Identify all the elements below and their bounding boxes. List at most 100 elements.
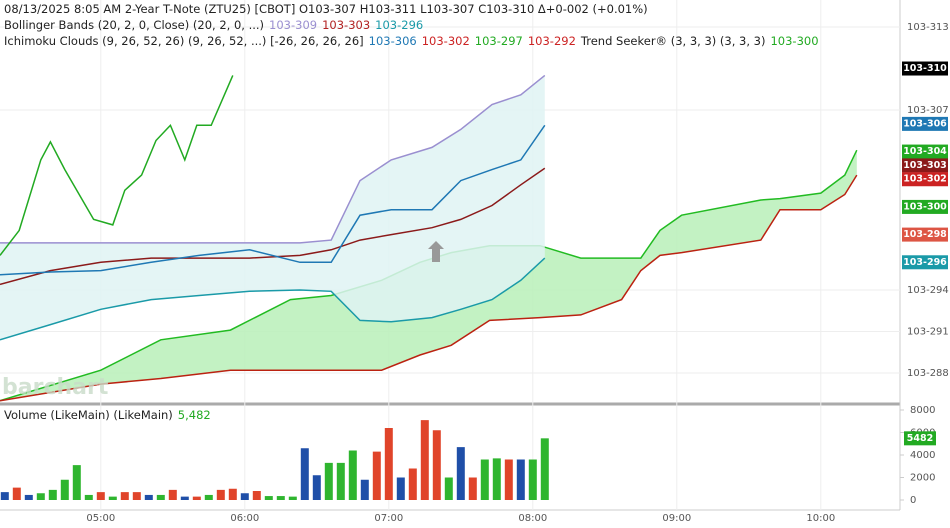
volume-bar [528,459,537,500]
x-tick-label: 08:00 [518,513,547,524]
legend-text: 103-296 [375,18,424,32]
volume-bar [420,420,429,500]
indicator-line [0,124,546,276]
volume-bar [492,458,501,500]
band-upper-line [0,74,546,244]
volume-bar [36,493,45,500]
volume-bar [0,492,9,500]
price-label-box [902,116,948,131]
volume-bar [312,475,321,500]
y-tick-label: 0 [910,495,916,506]
last-volume: 5,482 [178,408,211,422]
price-label-box [902,172,948,187]
legend-text: 103-292 [527,34,576,48]
price-label: 103-310 [903,63,947,74]
volume-bar [288,496,297,500]
volume-bar [24,494,33,500]
volume-bar [120,492,129,500]
volume-bar [96,492,105,500]
y-tick-label: 8000 [910,405,935,416]
last-volume-box [904,431,936,446]
watermark: barchart [2,375,109,400]
volume-bar [324,462,333,500]
volume-bar [348,450,357,500]
volume-bar [408,468,417,500]
volume-bar [144,494,153,500]
volume-bar [12,487,21,500]
y-tick-label: 103-291 [907,326,949,337]
price-label: 103-302 [903,174,947,185]
arrow-icon [428,241,444,262]
y-tick-label: 103-307 [907,105,949,116]
y-tick-label: 103-294 [907,285,949,296]
x-tick-label: 07:00 [374,513,403,524]
volume-bar [156,494,165,500]
x-tick-label: 05:00 [86,513,115,524]
volume-bar [168,489,177,500]
volume-bar [276,496,285,500]
volume-bar [360,479,369,500]
volume-bar [384,428,393,500]
band-lower-line [0,174,858,402]
volume-bar [396,477,405,500]
x-tick-label: 06:00 [230,513,259,524]
band-fill [0,75,545,340]
legend-text: Ichimoku Clouds (9, 26, 52, 26) (9, 26, … [4,34,364,48]
legend-text: Trend Seeker® (3, 3, 3) (3, 3, 3) [580,34,766,48]
legend-line: 08/13/2025 8:05 AM 2-Year T-Note (ZTU25)… [4,2,653,16]
volume-bar [300,448,309,500]
volume-bar [456,447,465,500]
legend-text: 103-309 [269,18,318,32]
price-label-box [902,255,948,270]
volume-bar [216,489,225,500]
volume-bar [516,459,525,500]
volume-bar [84,494,93,500]
legend-line: Ichimoku Clouds (9, 26, 52, 26) (9, 26, … [4,34,824,48]
volume-bar [132,492,141,500]
volume-bar [60,479,69,500]
volume-bar [72,465,81,500]
volume-bar [444,477,453,500]
volume-bar [240,493,249,500]
price-label: 103-298 [903,229,947,240]
volume-bar [480,459,489,500]
y-tick-label: 4000 [910,450,935,461]
price-label-box [902,61,948,76]
legend-line: Bollinger Bands (20, 2, 0, Close) (20, 2… [4,18,428,32]
indicator-line [0,167,546,286]
x-tick-label: 09:00 [662,513,691,524]
volume-bar [180,496,189,500]
price-label: 103-296 [903,257,947,268]
x-tick-label: 10:00 [806,513,835,524]
price-label: 103-303 [903,160,947,171]
price-label: 103-304 [903,146,947,157]
legend-text: 103-302 [421,34,470,48]
volume-bar [108,496,117,500]
volume-bar [228,488,237,500]
price-label-box [902,199,948,214]
legend-text: 08/13/2025 8:05 AM 2-Year T-Note (ZTU25)… [4,2,648,16]
legend-text: 103-303 [322,18,371,32]
panel-title-text: Volume (LikeMain) (LikeMain) [4,408,173,422]
price-label: 103-300 [903,201,947,212]
volume-bar [372,451,381,500]
price-label-box [902,158,948,173]
y-tick-label: 2000 [910,473,935,484]
volume-bar [252,491,261,500]
last-volume-label: 5482 [907,433,933,444]
volume-bar [48,489,57,500]
price-label: 103-306 [903,118,947,129]
indicator-line [0,75,234,256]
volume-bar [264,496,273,500]
legend-text: 103-306 [368,34,417,48]
volume-bar [432,430,441,500]
price-label-box [902,144,948,159]
volume-bar [504,459,513,500]
volume-bar [336,462,345,500]
panel-title: Volume (LikeMain) (LikeMain) 5,482 [4,408,211,422]
band-lower-line [0,257,546,341]
volume-bar [468,477,477,500]
legend-text: Bollinger Bands (20, 2, 0, Close) (20, 2… [4,18,265,32]
